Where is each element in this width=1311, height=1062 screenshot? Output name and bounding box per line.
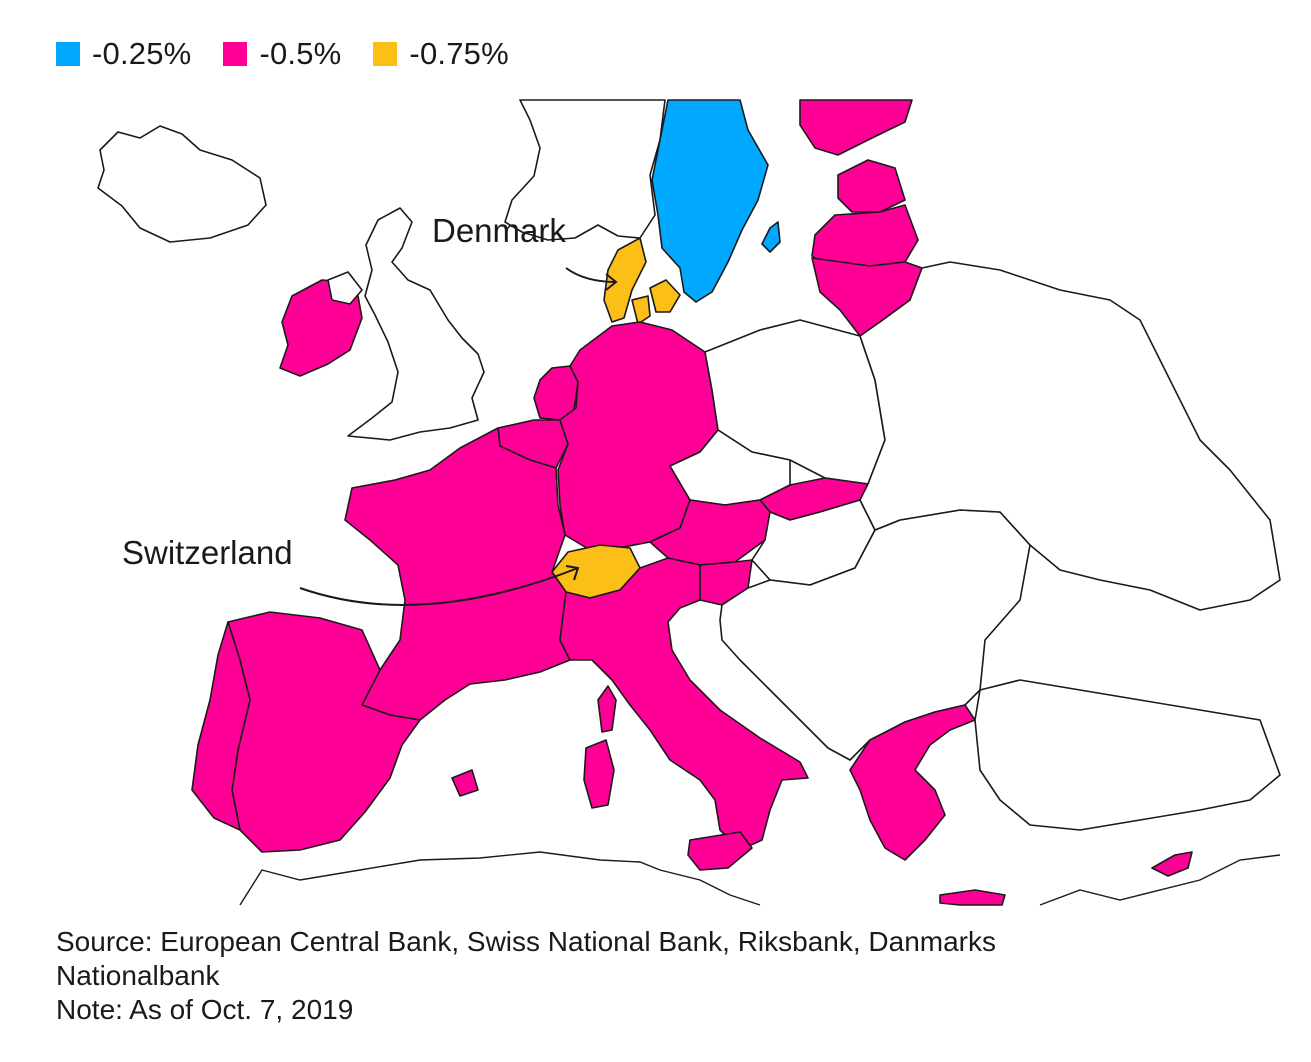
sicily bbox=[687, 831, 753, 871]
denmark bbox=[603, 237, 647, 323]
denmark-arrow bbox=[565, 267, 617, 283]
finland bbox=[799, 99, 913, 156]
sweden bbox=[651, 99, 769, 303]
denmark-arrowhead bbox=[605, 273, 618, 291]
europe-map bbox=[97, 99, 1281, 906]
france bbox=[344, 427, 571, 721]
source-line-2: Nationalbank bbox=[56, 960, 220, 991]
spain bbox=[227, 611, 421, 853]
denmark-label: Denmark bbox=[432, 212, 566, 249]
turkey bbox=[974, 679, 1281, 831]
italy bbox=[559, 557, 809, 851]
legend-label: -0.5% bbox=[259, 36, 342, 71]
legend-swatch-blue bbox=[56, 42, 80, 66]
legend: -0.25% -0.5% -0.75% bbox=[56, 34, 541, 74]
footer: Source: European Central Bank, Swiss Nat… bbox=[56, 925, 1256, 1027]
northern-ireland bbox=[327, 271, 363, 305]
crete bbox=[939, 889, 1006, 906]
switzerland-arrowhead bbox=[565, 565, 580, 581]
greece bbox=[849, 704, 976, 861]
legend-swatch-yellow bbox=[373, 42, 398, 66]
legend-swatch-magenta bbox=[223, 42, 248, 66]
portugal bbox=[191, 621, 251, 831]
great-britain bbox=[347, 207, 485, 441]
latvia bbox=[811, 204, 919, 269]
denmark-funen bbox=[631, 295, 651, 325]
sardinia bbox=[583, 739, 615, 809]
gotland bbox=[761, 221, 781, 253]
africa-coast bbox=[239, 851, 761, 906]
estonia bbox=[837, 159, 906, 213]
corsica bbox=[597, 685, 617, 733]
switzerland-arrow bbox=[299, 567, 579, 606]
legend-item-sweden: -0.25% bbox=[56, 36, 191, 72]
eastern-europe bbox=[859, 261, 1281, 611]
switzerland-label: Switzerland bbox=[122, 534, 293, 571]
legend-label: -0.75% bbox=[409, 36, 509, 71]
legend-item-peg: -0.75% bbox=[373, 36, 509, 72]
balearics bbox=[451, 769, 479, 797]
iceland bbox=[97, 125, 267, 243]
cyprus bbox=[1151, 851, 1193, 877]
legend-label: -0.25% bbox=[92, 36, 192, 71]
legend-item-eurozone: -0.5% bbox=[223, 36, 341, 72]
middle-east-coast bbox=[1039, 854, 1281, 906]
note-line: Note: As of Oct. 7, 2019 bbox=[56, 994, 354, 1025]
source-line-1: Source: European Central Bank, Swiss Nat… bbox=[56, 926, 996, 957]
denmark-zealand bbox=[649, 279, 681, 313]
norway bbox=[504, 99, 666, 241]
